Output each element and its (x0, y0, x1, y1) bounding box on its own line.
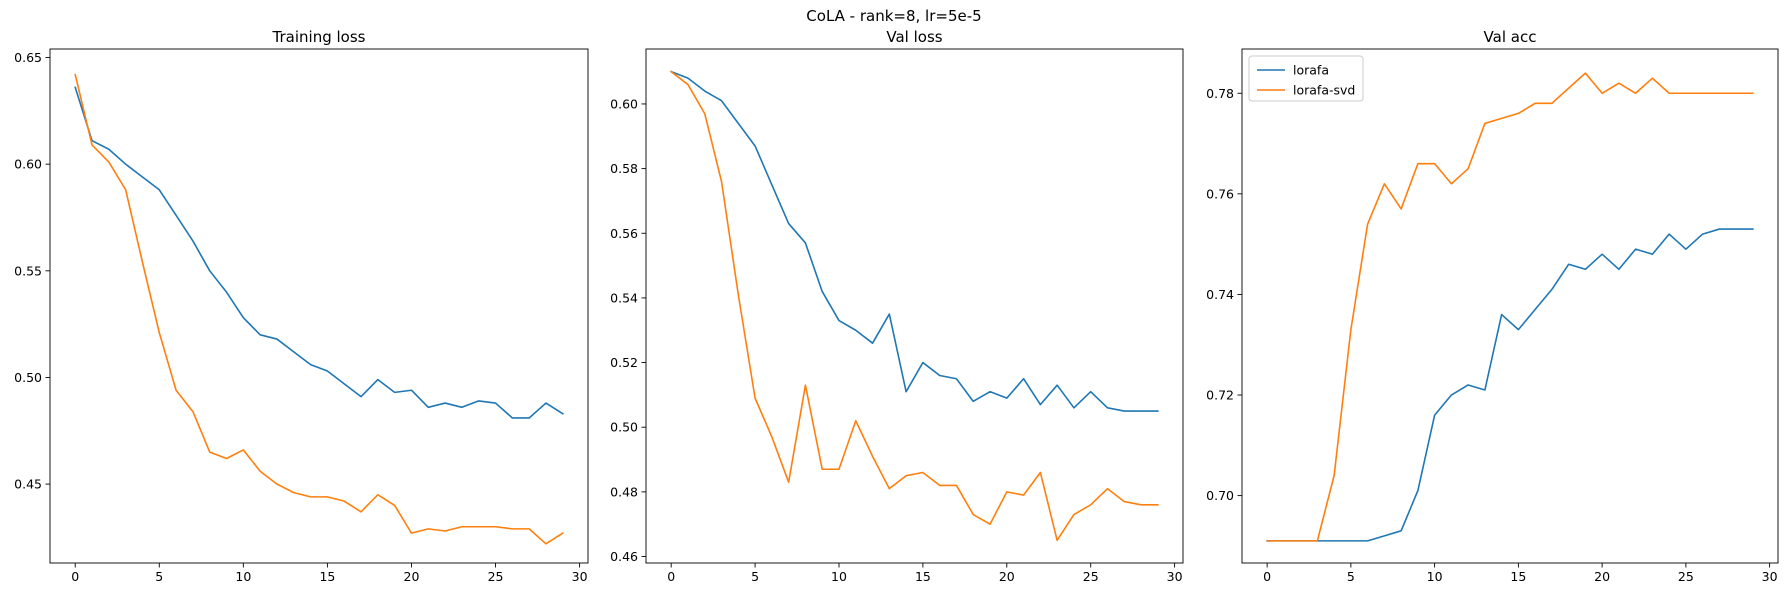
y-tick-label: 0.60 (14, 157, 42, 172)
x-tick-label: 30 (1762, 569, 1778, 584)
x-tick-label: 20 (404, 569, 420, 584)
x-tick-label: 25 (488, 569, 504, 584)
axes-frame (49, 48, 589, 564)
x-tick-label: 5 (155, 569, 163, 584)
x-tick-label: 15 (915, 569, 931, 584)
x-tick-label: 10 (235, 569, 251, 584)
y-tick-label: 0.76 (1206, 186, 1234, 201)
x-tick-label: 0 (667, 569, 675, 584)
x-tick-label: 30 (572, 569, 588, 584)
chart-title: Val loss (886, 28, 942, 46)
chart-title: Training loss (272, 28, 366, 46)
y-tick-label: 0.72 (1206, 388, 1234, 403)
x-tick-label: 15 (319, 569, 335, 584)
series-line-lorafa-svd (670, 70, 1159, 542)
series-line-lorafa-svd (74, 73, 564, 545)
x-tick-label: 5 (1347, 569, 1355, 584)
x-tick-label: 10 (1427, 569, 1443, 584)
x-tick-label: 25 (1083, 569, 1099, 584)
y-tick-label: 0.78 (1206, 86, 1234, 101)
y-tick-label: 0.46 (610, 549, 638, 564)
y-tick-label: 0.48 (610, 484, 638, 499)
chart-panel-3: Val acc 0 5 10 15 20 25 30 0.70 0.72 0.74 0.76 0.78 l… (1206, 28, 1779, 584)
x-tick-label: 0 (1263, 569, 1271, 584)
y-tick-label: 0.74 (1206, 287, 1234, 302)
legend-label-lorafa: lorafa (1293, 63, 1329, 78)
x-tick-label: 25 (1678, 569, 1694, 584)
x-tick-label: 0 (71, 569, 79, 584)
chart-panel-2: Val loss 0 5 10 15 20 25 30 0.46 0.48 0.50 0.52 0.54… (610, 28, 1184, 584)
y-tick-label: 0.70 (1206, 488, 1234, 503)
legend-label-lorafa-svd: lorafa-svd (1293, 83, 1355, 98)
figure-title: CoLA - rank=8, lr=5e-5 (806, 7, 981, 25)
y-tick-label: 0.50 (14, 370, 42, 385)
legend: lorafa lorafa-svd (1248, 55, 1364, 102)
chart-title: Val acc (1484, 28, 1537, 46)
y-tick-label: 0.60 (610, 96, 638, 111)
y-tick-label: 0.45 (14, 477, 42, 492)
x-tick-label: 15 (1510, 569, 1526, 584)
axes-frame (645, 48, 1184, 564)
y-tick-label: 0.52 (610, 355, 638, 370)
series-line-lorafa (670, 70, 1159, 412)
y-tick-label: 0.65 (14, 50, 42, 65)
series-line-lorafa-svd (1266, 72, 1754, 542)
chart-panel-1: Training loss 0 5 10 15 20 25 30 0.45 0.50 0.55 0.6… (14, 28, 589, 584)
y-tick-label: 0.55 (14, 263, 42, 278)
x-tick-label: 10 (831, 569, 847, 584)
x-tick-label: 5 (751, 569, 759, 584)
series-line-lorafa (74, 86, 564, 419)
y-tick-label: 0.50 (610, 420, 638, 435)
x-tick-label: 30 (1167, 569, 1183, 584)
y-tick-label: 0.58 (610, 161, 638, 176)
axes-frame (1241, 48, 1779, 564)
x-tick-label: 20 (1594, 569, 1610, 584)
x-tick-label: 20 (999, 569, 1015, 584)
y-tick-label: 0.54 (610, 290, 638, 305)
y-tick-label: 0.56 (610, 226, 638, 241)
series-line-lorafa (1266, 228, 1754, 542)
